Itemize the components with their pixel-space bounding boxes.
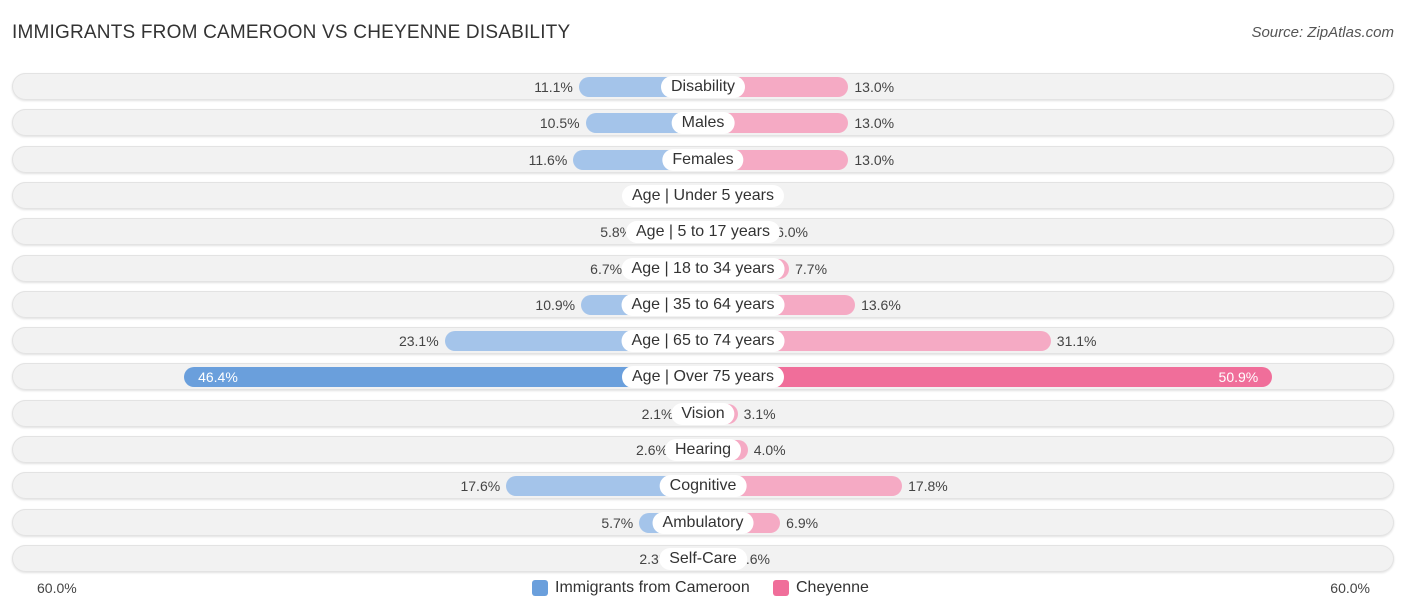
value-label-cameroon: 2.6% (636, 442, 668, 458)
value-label-cheyenne: 50.9% (1218, 369, 1259, 386)
chart-row: 10.5% 13.0% Males (12, 104, 1394, 140)
value-label-cameroon: 2.1% (641, 405, 674, 422)
value-label-cameroon: 10.5% (539, 115, 580, 132)
category-label: Age | Under 5 years (621, 184, 785, 207)
bar-cheyenne (703, 476, 903, 497)
bar-cameroon (506, 476, 703, 497)
chart-row: 2.1% 3.1% Vision (12, 395, 1394, 431)
chart-title: IMMIGRANTS FROM CAMEROON VS CHEYENNE DIS… (12, 22, 571, 43)
category-label: Cognitive (659, 475, 747, 498)
value-label-cheyenne: 13.0% (854, 151, 895, 168)
chart-row: 11.6% 13.0% Females (12, 141, 1394, 177)
category-label: Males (671, 112, 735, 135)
chart-row: 11.1% 13.0% Disability (12, 68, 1394, 104)
value-label-cheyenne: 31.1% (1056, 333, 1097, 350)
category-label: Vision (671, 402, 735, 425)
axis-label-left: 60.0% (37, 580, 77, 596)
bar-cheyenne (703, 331, 1051, 352)
value-label-cameroon: 23.1% (398, 333, 439, 350)
category-label: Disability (660, 76, 746, 98)
value-label-cheyenne: 4.0% (753, 442, 786, 458)
category-label: Age | 18 to 34 years (621, 257, 785, 280)
legend-label-cameroon: Immigrants from Cameroon (555, 579, 750, 596)
chart-row: 17.6% 17.8% Cognitive (12, 467, 1394, 503)
category-label: Females (662, 148, 744, 171)
chart-row: 1.4%1.5%Age | Under 5 years (12, 177, 1394, 213)
chart-row: 5.8% 6.0% Age | 5 to 17 years (12, 213, 1394, 249)
value-label-cheyenne: 17.8% (908, 478, 948, 495)
category-label: Hearing (664, 439, 742, 461)
value-label-cheyenne: 13.0% (854, 115, 895, 132)
bar-cheyenne (703, 113, 849, 134)
chart-row: 6.7% 7.7% Age | 18 to 34 years (12, 250, 1394, 286)
category-label: Age | 35 to 64 years (621, 293, 785, 316)
chart-row: 10.9% 13.6% Age | 35 to 64 years (12, 286, 1394, 322)
category-label: Age | Over 75 years (622, 366, 784, 389)
value-label-cameroon: 11.6% (528, 151, 568, 168)
legend-label-cheyenne: Cheyenne (796, 579, 869, 596)
value-label-cameroon: 10.9% (535, 296, 576, 313)
bar-cheyenne (703, 367, 1273, 388)
value-label-cameroon: 5.7% (601, 514, 634, 531)
value-label-cheyenne: 6.9% (786, 514, 819, 531)
value-label-cheyenne: 7.7% (795, 260, 828, 277)
chart-row: 2.6% 4.0% Hearing (12, 431, 1394, 467)
value-label-cameroon: 17.6% (460, 478, 501, 495)
value-label-cameroon: 5.8% (600, 224, 633, 241)
category-label: Ambulatory (652, 511, 754, 534)
value-label-cheyenne: 6.0% (776, 224, 809, 241)
value-label-cameroon: 46.4% (198, 369, 238, 386)
chart-row: 46.4% 50.9% Age | Over 75 years (12, 358, 1394, 394)
legend-swatch-cameroon (532, 580, 548, 596)
legend: Immigrants from Cameroon Cheyenne (0, 578, 1406, 598)
value-label-cameroon: 6.7% (590, 260, 623, 277)
chart-row: 23.1% 31.1% Age | 65 to 74 years (12, 322, 1394, 358)
source-label: Source: ZipAtlas.com (1251, 24, 1394, 41)
category-label: Age | 5 to 17 years (625, 221, 781, 244)
axis-label-right: 60.0% (1330, 580, 1370, 596)
legend-swatch-cheyenne (773, 580, 789, 596)
category-label: Self-Care (659, 547, 747, 570)
value-label-cheyenne: 13.6% (861, 296, 901, 313)
chart-row: 5.7% 6.9% Ambulatory (12, 504, 1394, 540)
category-label: Age | 65 to 74 years (621, 330, 785, 353)
value-label-cheyenne: 3.1% (743, 405, 776, 422)
chart-row: 2.3% 2.6% Self-Care (12, 540, 1394, 576)
bar-cameroon (184, 367, 703, 388)
value-label-cameroon: 11.1% (534, 79, 573, 95)
value-label-cheyenne: 13.0% (854, 79, 895, 95)
